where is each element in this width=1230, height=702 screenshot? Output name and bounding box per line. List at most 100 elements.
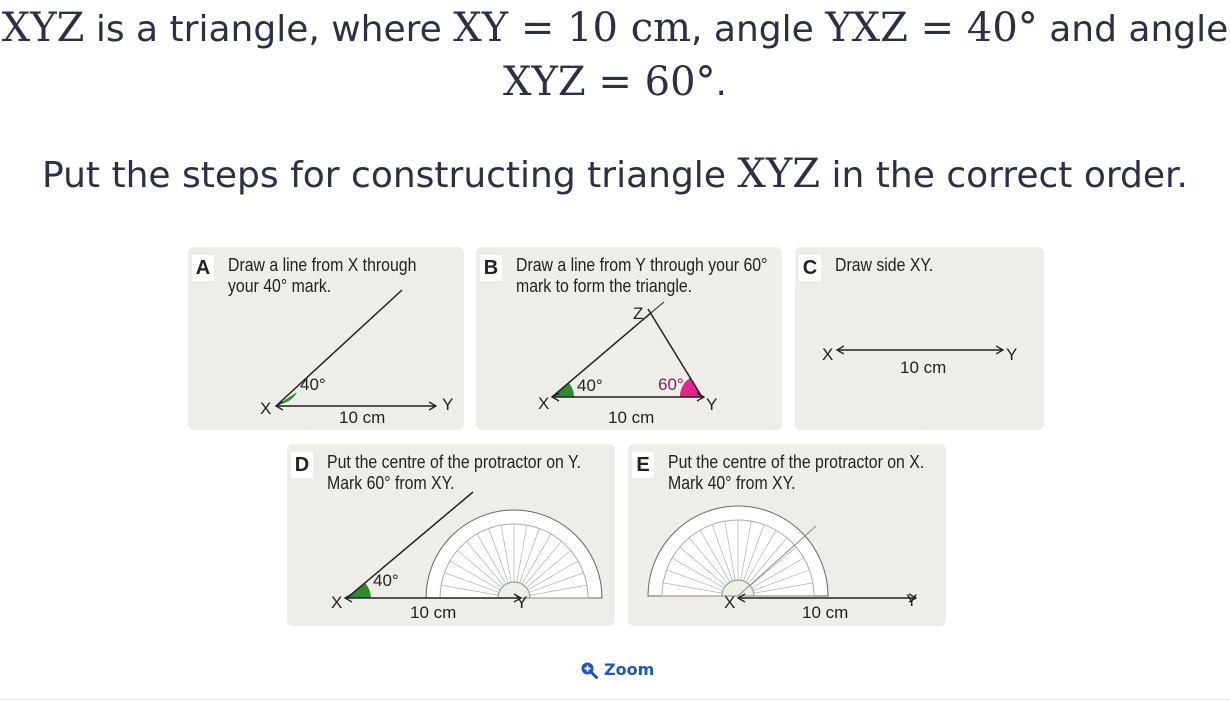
- protractor-tick: [466, 541, 504, 586]
- math-xyz: XYZ: [1, 5, 85, 51]
- protractor-tick: [441, 584, 499, 596]
- magnifier-plus-icon: [581, 662, 598, 679]
- label-length: 10 cm: [900, 358, 946, 377]
- question-part-1: is a triangle, where: [84, 9, 454, 50]
- protractor-tick: [516, 525, 528, 583]
- step-card-e[interactable]: E Put the centre of the protractor on X.…: [628, 444, 946, 626]
- protractor-tick: [679, 546, 726, 586]
- protractor-tick: [457, 550, 502, 588]
- angle-60-sector: [679, 378, 702, 397]
- protractor-tick: [666, 569, 724, 591]
- arrow-right-icon: [908, 593, 918, 603]
- card-a-line1: Draw a line from X through: [228, 255, 417, 275]
- label-y: Y: [516, 593, 527, 612]
- protractor-tick: [743, 524, 765, 582]
- angle-40-sector: [347, 583, 371, 598]
- label-angle-40: 40°: [300, 375, 326, 394]
- protractor-tick: [753, 582, 813, 594]
- instruction-text: Put the steps for constructing triangle …: [0, 148, 1230, 202]
- protractor-tick: [524, 541, 562, 586]
- card-d-line2: Mark 60° from XY.: [327, 473, 455, 493]
- arrow-left-icon: [835, 345, 845, 355]
- protractor-icon: [425, 509, 603, 599]
- protractor-tick: [745, 530, 777, 583]
- protractor-tick: [444, 572, 500, 593]
- question-text: XYZ is a triangle, where XY = 10 cm, ang…: [0, 2, 1230, 110]
- math-angle-yxz: YXZ = 40°: [825, 5, 1038, 51]
- protractor-tick: [711, 524, 733, 582]
- side-yz-line: [647, 308, 703, 398]
- label-length: 10 cm: [410, 603, 456, 622]
- question-part-4: .: [715, 63, 727, 104]
- label-angle-40: 40°: [577, 376, 603, 395]
- protractor-tick: [751, 557, 804, 589]
- label-x: X: [331, 593, 342, 612]
- card-a-line2: your 40° mark.: [228, 276, 332, 296]
- instruction-math-xyz: XYZ: [737, 151, 821, 197]
- label-length: 10 cm: [802, 603, 848, 622]
- label-y: Y: [442, 395, 453, 414]
- label-length: 10 cm: [608, 408, 654, 427]
- zoom-label: Zoom: [604, 660, 655, 679]
- step-card-a[interactable]: A Draw a line from X through your 40° ma…: [188, 247, 464, 430]
- arrow-right-icon: [696, 392, 706, 402]
- card-c-text: Draw side XY.: [835, 255, 933, 276]
- label-x: X: [538, 394, 549, 413]
- label-y: Y: [706, 395, 717, 414]
- card-b-text: Draw a line from Y through your 60° mark…: [516, 255, 767, 297]
- label-angle-60: 60°: [658, 375, 684, 394]
- protractor-tick: [500, 525, 512, 583]
- divider: [0, 699, 1230, 700]
- protractor-tick: [699, 530, 731, 583]
- protractor-tick: [527, 560, 579, 591]
- card-c-line1: Draw side XY.: [835, 255, 934, 275]
- protractor-tick: [750, 546, 797, 586]
- protractor-tick: [476, 533, 507, 585]
- label-x: X: [822, 345, 833, 364]
- question-part-2: , angle: [691, 9, 826, 50]
- card-letter-c: C: [799, 255, 821, 281]
- protractor-tick: [740, 521, 752, 581]
- protractor-tick: [528, 572, 584, 593]
- protractor-tick: [488, 528, 509, 584]
- card-b-line2: mark to form the triangle.: [516, 276, 693, 296]
- protractor-tick: [724, 521, 736, 581]
- card-a-diagram: X Y 10 cm 40°: [260, 289, 453, 427]
- instruction-post: in the correct order.: [820, 155, 1188, 196]
- card-e-line1: Put the centre of the protractor on X.: [668, 452, 925, 472]
- arrow-right-icon: [428, 401, 438, 411]
- card-letter-b: B: [480, 255, 502, 281]
- question-part-3: and angle: [1037, 9, 1229, 50]
- side-xz-line: [551, 311, 653, 398]
- math-xy: XY = 10 cm: [453, 5, 692, 51]
- instruction-pre: Put the steps for constructing triangle: [42, 155, 738, 196]
- protractor-tick: [752, 569, 810, 591]
- step-card-d[interactable]: D Put the centre of the protractor on Y.…: [287, 444, 615, 626]
- card-b-diagram: X Y Z 10 cm 40° 60°: [538, 301, 717, 427]
- card-e-diagram: X Y 10 cm: [647, 505, 918, 622]
- card-d-diagram: X Y 10 cm 40°: [331, 491, 603, 622]
- protractor-tick: [526, 550, 571, 588]
- zoom-button[interactable]: Zoom: [580, 660, 654, 679]
- card-c-diagram: X Y 10 cm: [822, 345, 1017, 377]
- card-letter-e: E: [632, 452, 654, 478]
- construction-line: [651, 301, 665, 313]
- step-card-b[interactable]: B Draw a line from Y through your 60° ma…: [476, 247, 782, 430]
- label-length: 10 cm: [339, 408, 385, 427]
- label-angle-40: 40°: [373, 571, 399, 590]
- line-40-degrees: [346, 491, 474, 599]
- protractor-tick: [688, 537, 728, 584]
- card-a-text: Draw a line from X through your 40° mark…: [228, 255, 416, 297]
- protractor-tick: [449, 560, 501, 591]
- card-e-text: Put the centre of the protractor on X. M…: [668, 452, 924, 494]
- protractor-tick: [521, 533, 552, 585]
- card-d-line1: Put the centre of the protractor on Y.: [327, 452, 581, 472]
- step-card-c[interactable]: C Draw side XY. X Y 10 cm: [795, 247, 1044, 430]
- protractor-tick: [663, 582, 723, 594]
- protractor-tick: [529, 584, 587, 596]
- card-b-line1: Draw a line from Y through your 60°: [516, 255, 768, 275]
- arrow-left-icon: [736, 593, 746, 603]
- card-e-line2: Mark 40° from XY.: [668, 473, 796, 493]
- label-y: Y: [906, 591, 917, 610]
- label-x: X: [260, 399, 271, 418]
